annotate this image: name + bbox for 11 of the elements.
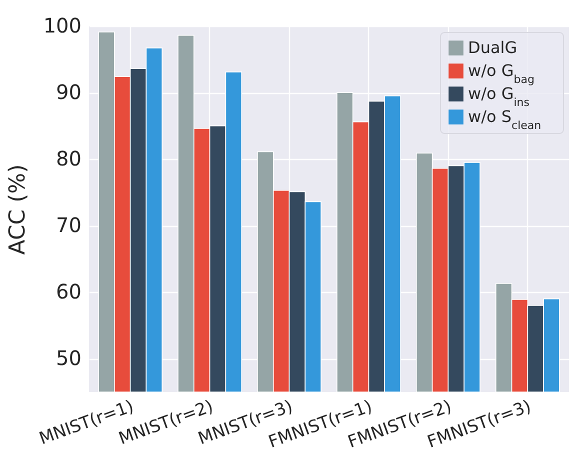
legend-label: w/o S$_{clean}$: [468, 107, 542, 132]
y-tick-label: 90: [56, 80, 82, 104]
legend-label: w/o G$_{ins}$: [468, 84, 530, 108]
legend-label: DualG: [468, 38, 518, 57]
legend-label: w/o G$_{bag}$: [468, 61, 534, 86]
y-tick-label: 50: [56, 346, 82, 370]
y-tick-label: 70: [56, 213, 82, 238]
y-axis-title: ACC (%): [5, 164, 30, 255]
y-tick-label: 60: [56, 280, 82, 304]
y-tick-label: 80: [56, 146, 82, 171]
y-tick-label: 100: [43, 14, 82, 38]
